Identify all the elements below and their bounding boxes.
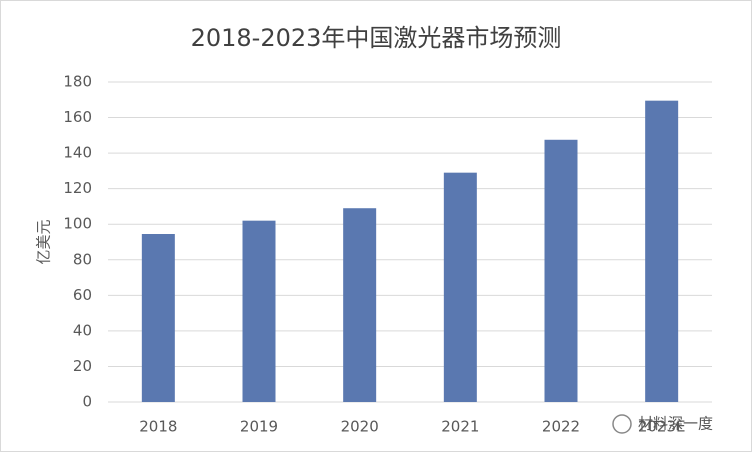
x-tick-label: 2020 xyxy=(341,418,379,436)
bar xyxy=(544,139,578,402)
bar xyxy=(141,234,175,402)
chart-title: 2018-2023年中国激光器市场预测 xyxy=(191,24,562,52)
y-axis-label: 亿美元 xyxy=(35,219,53,264)
x-tick-label: 2021 xyxy=(441,418,479,436)
bar xyxy=(443,172,477,402)
watermark-icon xyxy=(612,414,632,434)
y-tick-label: 80 xyxy=(73,250,92,268)
plot-area: 0 20 40 60 80 100 120 140 160 180 2018 2019 2020 2021… xyxy=(63,73,712,436)
x-tick-label: 2018 xyxy=(139,418,177,436)
y-tick-label: 120 xyxy=(63,179,92,197)
y-tick-label: 0 xyxy=(82,393,92,411)
y-tick-label: 20 xyxy=(73,357,92,375)
watermark: 材料深一度 xyxy=(638,415,713,433)
y-tick-label: 140 xyxy=(63,144,92,162)
bar xyxy=(343,208,377,402)
y-tick-label: 180 xyxy=(63,73,92,91)
y-tick-label: 160 xyxy=(63,108,92,126)
x-tick-label: 2019 xyxy=(240,418,278,436)
y-tick-label: 100 xyxy=(63,215,92,233)
y-tick-label: 60 xyxy=(73,286,92,304)
y-tick-label: 40 xyxy=(73,321,92,339)
bar xyxy=(645,100,679,403)
x-tick-label: 2023E xyxy=(638,418,686,436)
x-tick-label: 2022 xyxy=(542,418,580,436)
bar xyxy=(242,220,276,402)
